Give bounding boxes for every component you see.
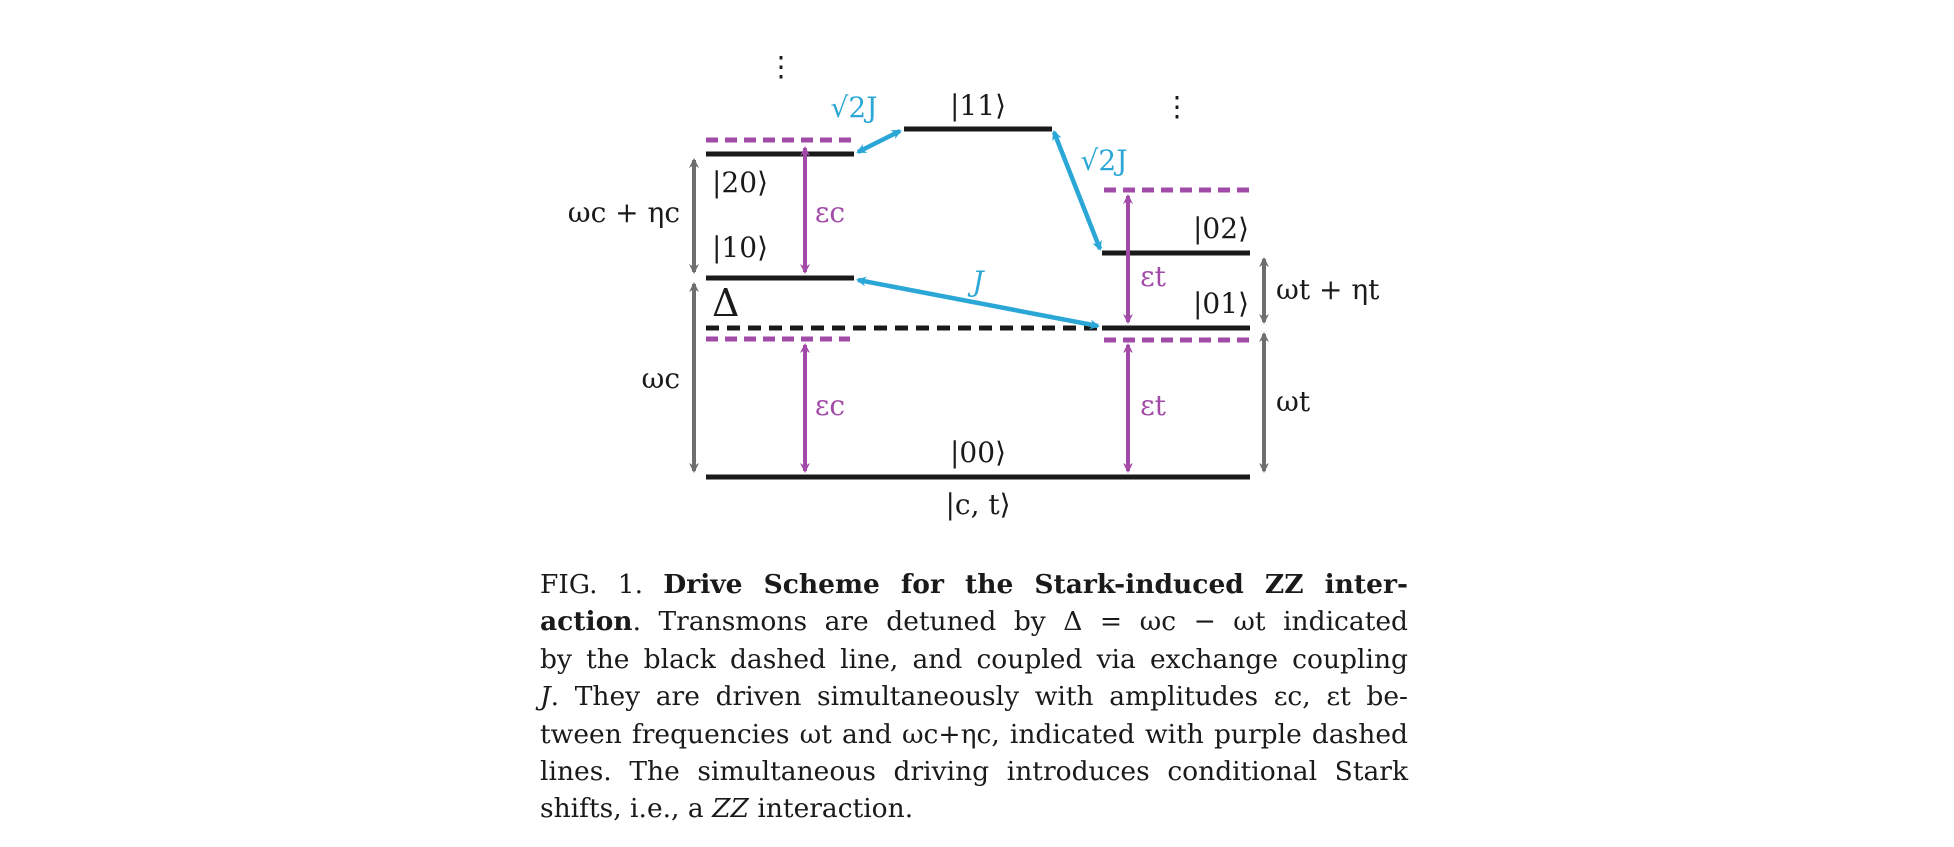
energy-level-diagram: ⋮ ⋮ |20⟩ |10⟩ |11⟩ |02⟩ |01⟩ |00⟩ |c, t⟩…: [568, 50, 1380, 521]
label-eps-c-upper: εc: [815, 196, 845, 229]
label-wc-plus-eta-c: ωc + ηc: [568, 196, 680, 229]
label-basis: |c, t⟩: [945, 488, 1010, 521]
label-eps-t-upper: εt: [1140, 260, 1167, 293]
caption-line-4: J. They are driven simultaneously with a…: [540, 678, 1408, 715]
label-eps-t-lower: εt: [1140, 389, 1167, 422]
caption-line-7: shifts, i.e., a ZZ interaction.: [540, 790, 1408, 827]
caption-title: Drive Scheme for the Stark-induced ZZ in…: [663, 569, 1408, 600]
arrow-coupling-11-02: [1051, 130, 1103, 251]
ellipsis-left: ⋮: [767, 50, 795, 83]
caption-line-3: by the black dashed line, and coupled vi…: [540, 643, 1408, 675]
label-wt-plus-eta-t: ωt + ηt: [1276, 273, 1380, 306]
caption-text-2: . Transmons are detuned by Δ = ωc − ωt i…: [632, 606, 1408, 638]
label-J: J: [967, 265, 985, 298]
label-delta: Δ: [712, 281, 739, 325]
caption-J: J: [540, 681, 551, 713]
label-state-20: |20⟩: [712, 166, 768, 199]
caption-line-6: lines. The simultaneous driving introduc…: [540, 756, 1408, 788]
caption-ZZ: ZZ: [712, 793, 749, 825]
label-state-11: |11⟩: [950, 89, 1006, 122]
caption-text-4: . They are driven simultaneously with am…: [550, 681, 1408, 713]
arrow-coupling-20-11: [856, 128, 902, 155]
label-eps-c-lower: εc: [815, 389, 845, 422]
arrow-coupling-10-01: [856, 276, 1100, 330]
label-state-02: |02⟩: [1193, 212, 1249, 245]
label-state-01: |01⟩: [1193, 287, 1249, 320]
label-state-00: |00⟩: [950, 436, 1006, 469]
figure-caption: FIG. 1. Drive Scheme for the Stark-induc…: [540, 566, 1408, 828]
caption-title-end: action: [540, 606, 633, 638]
label-wt: ωt: [1276, 385, 1311, 418]
label-sqrt2J-right: √2J: [1081, 144, 1128, 177]
caption-line-1: FIG. 1. Drive Scheme for the Stark-induc…: [540, 566, 1408, 603]
label-wc: ωc: [641, 362, 680, 395]
caption-fig-label: FIG. 1.: [540, 569, 664, 600]
label-sqrt2J-left: √2J: [831, 91, 878, 124]
caption-text-7a: shifts, i.e., a: [540, 793, 713, 825]
label-state-10: |10⟩: [712, 231, 768, 264]
caption-line-5: tween frequencies ωt and ωc+ηc, indicate…: [540, 718, 1408, 750]
caption-line-2: action. Transmons are detuned by Δ = ωc …: [540, 603, 1408, 640]
ellipsis-right: ⋮: [1163, 90, 1191, 123]
caption-text-7c: interaction.: [748, 793, 914, 825]
